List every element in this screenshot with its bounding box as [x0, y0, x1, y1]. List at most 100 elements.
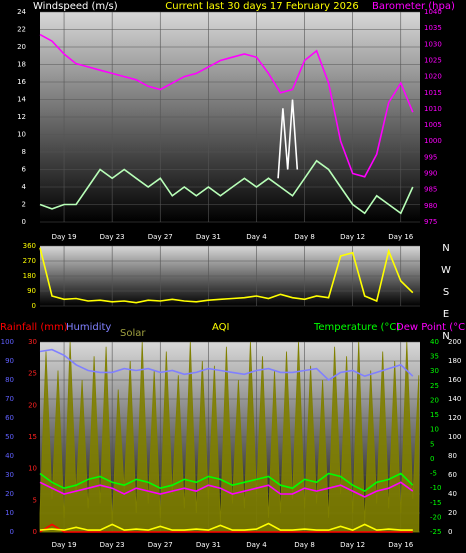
y-tick-label: 1000: [424, 137, 442, 145]
series-line: [277, 99, 299, 179]
legend-label: Humidity: [66, 322, 111, 333]
x-tick-label: Day 8: [294, 541, 315, 549]
x-tick-label: Day 19: [52, 541, 77, 549]
y-tick-label: 200: [448, 338, 461, 346]
y-tick-label: -10: [430, 484, 441, 492]
y-tick-label: 4: [22, 183, 27, 191]
y-tick-label: -15: [430, 499, 441, 507]
series-line: [39, 348, 414, 382]
y-tick-label: 0: [448, 528, 452, 536]
y-tick-label: 30: [28, 338, 37, 346]
y-tick-label: 15: [430, 411, 439, 419]
legend-label: Rainfall (mm): [0, 322, 68, 333]
y-tick-label: 1035: [424, 24, 442, 32]
y-tick-label: -25: [430, 528, 441, 536]
y-tick-label: 360: [23, 242, 36, 250]
x-tick-label: Day 4: [246, 541, 267, 549]
y-tick-label: 985: [424, 186, 437, 194]
y-tick-label: 5: [430, 440, 434, 448]
y-tick-label: 1015: [424, 89, 442, 97]
compass-label: W: [441, 265, 451, 276]
y-tick-label: 0: [10, 528, 14, 536]
y-tick-label: 40: [448, 490, 457, 498]
y-tick-label: 990: [424, 170, 437, 178]
x-tick-label: Day 31: [196, 541, 221, 549]
y-tick-label: 90: [5, 357, 14, 365]
y-tick-label: 40: [430, 338, 439, 346]
y-tick-label: 120: [448, 414, 461, 422]
y-tick-label: 160: [448, 376, 461, 384]
axis-label: Windspeed (m/s): [33, 1, 118, 12]
legend-label: AQI: [212, 322, 230, 333]
y-tick-label: -5: [430, 470, 437, 478]
legend-label: Temperature (°C): [313, 322, 400, 333]
y-tick-label: 0: [430, 455, 434, 463]
y-tick-label: 20: [28, 401, 37, 409]
y-tick-label: 1005: [424, 121, 442, 129]
y-tick-label: 180: [23, 272, 36, 280]
compass-label: N: [442, 243, 449, 254]
y-tick-label: 140: [448, 395, 461, 403]
y-tick-label: 5: [33, 496, 37, 504]
y-tick-label: 15: [28, 433, 37, 441]
compass-label: E: [443, 309, 449, 320]
compass-label: N: [442, 331, 449, 342]
x-tick-label: Day 31: [196, 233, 221, 241]
y-tick-label: 80: [448, 452, 457, 460]
x-tick-label: Day 27: [148, 541, 173, 549]
series-line: [39, 481, 414, 498]
y-tick-label: 90: [27, 287, 36, 295]
y-tick-label: 2: [22, 201, 26, 209]
y-tick-label: 0: [33, 528, 37, 536]
y-tick-label: 30: [5, 471, 14, 479]
x-tick-label: Day 23: [100, 233, 125, 241]
y-tick-label: 270: [23, 257, 36, 265]
y-tick-label: 10: [430, 426, 439, 434]
y-tick-label: 1010: [424, 105, 442, 113]
x-tick-label: Day 8: [294, 233, 315, 241]
series-line: [39, 247, 414, 304]
y-tick-label: 995: [424, 153, 437, 161]
series-line: [39, 159, 414, 215]
y-tick-label: 20: [5, 490, 14, 498]
y-tick-label: 1040: [424, 8, 442, 16]
y-tick-label: -20: [430, 513, 441, 521]
y-tick-label: 20: [17, 43, 26, 51]
y-tick-label: 22: [17, 26, 26, 34]
x-tick-label: Day 12: [340, 233, 365, 241]
axis-label: Barometer (hpa): [372, 1, 455, 12]
x-tick-label: Day 4: [246, 233, 267, 241]
legend-label: Solar: [120, 328, 146, 339]
series-area: [39, 341, 420, 533]
x-tick-label: Day 16: [388, 233, 414, 241]
y-tick-label: 980: [424, 202, 437, 210]
x-tick-label: Day 19: [52, 233, 77, 241]
y-tick-label: 40: [5, 452, 14, 460]
y-tick-label: 20: [448, 509, 457, 517]
y-tick-label: 180: [448, 357, 461, 365]
x-tick-label: Day 16: [388, 541, 414, 549]
y-tick-label: 0: [32, 302, 36, 310]
y-tick-label: 60: [448, 471, 457, 479]
chart-title: Current last 30 days 17 February 2026: [165, 1, 358, 12]
x-tick-label: Day 27: [148, 233, 173, 241]
y-tick-label: 1020: [424, 73, 442, 81]
y-tick-label: 25: [28, 370, 37, 378]
y-tick-label: 10: [28, 465, 37, 473]
y-tick-label: 6: [22, 166, 27, 174]
y-tick-label: 16: [17, 78, 26, 86]
y-tick-label: 70: [5, 395, 14, 403]
y-tick-label: 8: [22, 148, 26, 156]
legend-label: Dew Point (°C): [396, 322, 466, 333]
y-tick-label: 25: [430, 382, 439, 390]
y-tick-label: 100: [1, 338, 14, 346]
y-tick-label: 18: [17, 61, 26, 69]
y-tick-label: 100: [448, 433, 461, 441]
series-line: [39, 472, 414, 493]
y-tick-label: 1030: [424, 40, 442, 48]
y-tick-label: 30: [430, 367, 439, 375]
x-tick-label: Day 12: [340, 541, 365, 549]
series-line: [39, 522, 413, 531]
compass-label: S: [443, 287, 449, 298]
